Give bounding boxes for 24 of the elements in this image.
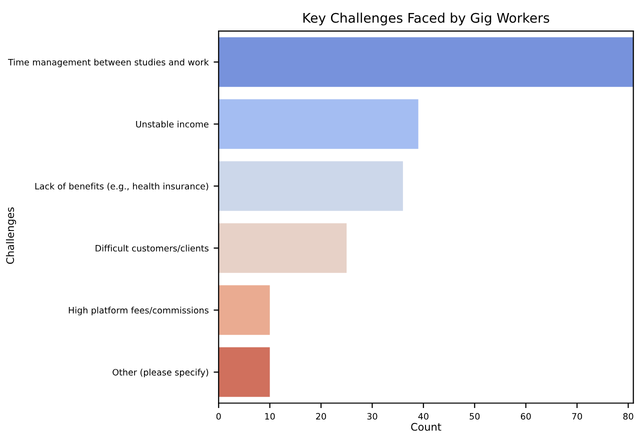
y-tick-label: Difficult customers/clients (96, 244, 208, 252)
bar (218, 37, 634, 87)
bar (218, 285, 270, 335)
bar (218, 161, 403, 211)
x-tick-label: 60 (520, 413, 531, 420)
y-tick-label: Other (please specify) (112, 368, 208, 378)
y-tick-label: Lack of benefits (e.g., health insurance) (35, 182, 208, 192)
x-tick-label: 80 (623, 413, 634, 420)
x-tick-label: 20 (316, 413, 326, 420)
x-tick-label: 70 (572, 413, 582, 420)
bar (218, 347, 270, 397)
bar (218, 99, 418, 149)
x-tick-label: 30 (367, 413, 378, 420)
y-tick-label: Time management between studies and work (8, 58, 209, 68)
chart-title: Key Challenges Faced by Gig Workers (303, 12, 550, 26)
y-axis-title: Challenges (6, 207, 16, 264)
y-tick-label: Unstable income (136, 120, 208, 128)
x-tick-label: 50 (470, 413, 480, 420)
x-tick-label: 10 (265, 413, 275, 420)
bar (218, 223, 347, 273)
y-tick-label: High platform fees/commissions (68, 306, 208, 316)
x-axis-title: Count (411, 422, 442, 431)
x-tick-label: 0 (216, 413, 221, 420)
x-tick-label: 40 (418, 413, 428, 420)
